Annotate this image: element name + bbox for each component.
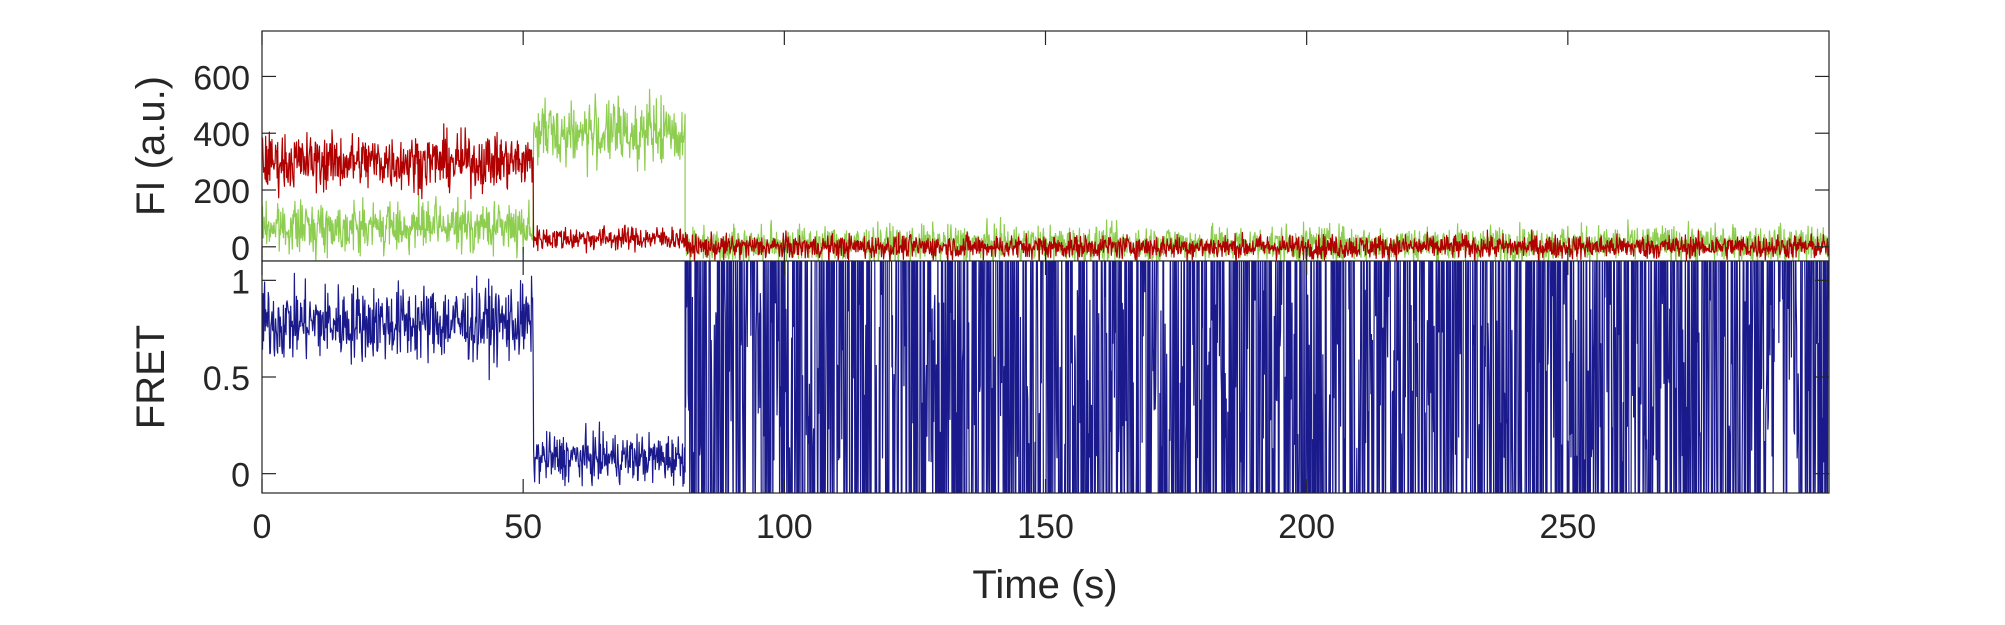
y-tick-label: 200	[193, 173, 250, 211]
y-tick-label: 0	[231, 457, 250, 495]
x-tick-label: 50	[504, 508, 542, 546]
fluorescence-y-axis-label: FI (a.u.)	[129, 76, 173, 216]
x-tick-label: 100	[756, 508, 813, 546]
x-tick-label: 200	[1278, 508, 1335, 546]
y-tick-label: 600	[193, 59, 250, 97]
y-tick-label: 0.5	[203, 360, 250, 398]
y-tick-label: 400	[193, 116, 250, 154]
fluorescence-panel: 0 200 400 600 FI (a.u.)	[129, 30, 1830, 268]
fret-axes: 0 0.5 1 0 50 100 150 200 250	[203, 260, 1830, 546]
y-tick-label: 1	[231, 263, 250, 301]
x-tick-label: 0	[253, 508, 272, 546]
x-axis-label: Time (s)	[972, 563, 1117, 607]
x-tick-label: 150	[1017, 508, 1074, 546]
y-tick-label: 0	[231, 230, 250, 268]
trace-line-fret	[262, 261, 1829, 493]
fret-traces	[262, 261, 1829, 493]
fluorescence-axes: 0 200 400 600	[193, 30, 1830, 268]
x-tick-label: 250	[1539, 508, 1596, 546]
fret-y-axis-label: FRET	[129, 325, 173, 429]
fret-panel: 0 0.5 1 0 50 100 150 200 250 FRET Time (s)	[129, 260, 1830, 607]
